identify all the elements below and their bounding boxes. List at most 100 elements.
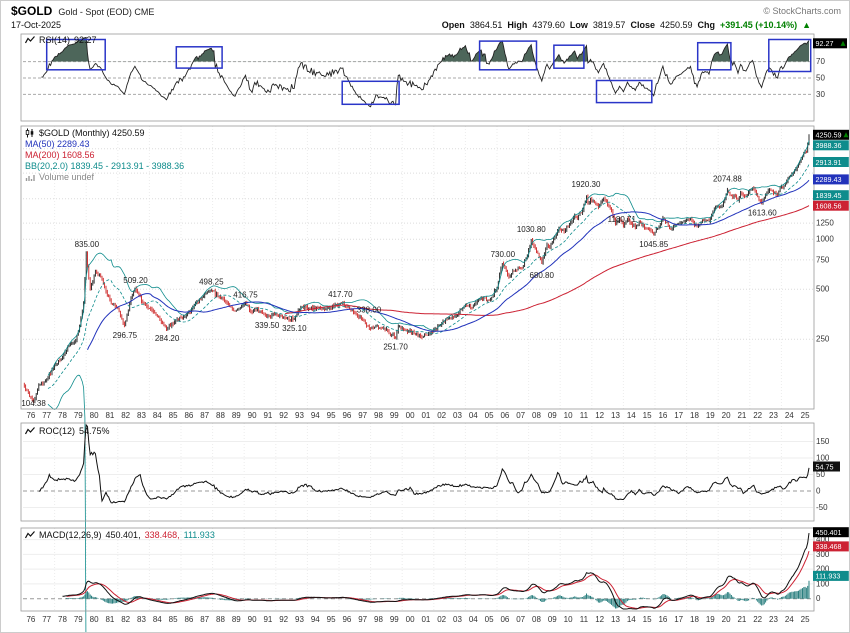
year-label: 90 bbox=[248, 615, 257, 624]
axis-value-box-bg bbox=[813, 527, 849, 538]
rsi-highlight-box bbox=[696, 41, 732, 71]
year-label: 86 bbox=[184, 615, 193, 624]
year-label: 87 bbox=[200, 411, 209, 420]
axis-value-box-text: 450.401 bbox=[816, 528, 842, 537]
year-label: 80 bbox=[90, 615, 99, 624]
macd-value-signal: 338.468, bbox=[144, 530, 180, 540]
year-label: 15 bbox=[643, 615, 652, 624]
year-label: 78 bbox=[58, 615, 67, 624]
axis-value-box-text: 1839.45 bbox=[816, 191, 842, 200]
year-label: 91 bbox=[263, 411, 272, 420]
macd-axis-label: 200 bbox=[816, 565, 830, 574]
macd-label: MACD(12,26,9) bbox=[39, 530, 102, 540]
rsi-panel bbox=[41, 36, 812, 108]
price-annotation: 325.10 bbox=[282, 324, 307, 333]
price-annotation: 339.50 bbox=[255, 321, 280, 330]
open-label: Open bbox=[441, 20, 465, 30]
high-value: 4379.60 bbox=[532, 20, 565, 30]
year-label: 22 bbox=[753, 411, 762, 420]
x-axis: 76 76 77 77 78 78 79 79 80 80 81 81 82 82 83 83 84 84 85 85… bbox=[26, 411, 810, 624]
candles-up bbox=[34, 134, 810, 404]
price-annotation: 1180.71 bbox=[608, 215, 637, 224]
year-label: 99 bbox=[390, 615, 399, 624]
year-label: 82 bbox=[121, 411, 130, 420]
axis-value-box: 1839.45 bbox=[813, 190, 849, 201]
year-label: 03 bbox=[453, 615, 462, 624]
rsi-value: 92.27 bbox=[74, 35, 97, 45]
axis-value-box-text: 1608.56 bbox=[816, 202, 842, 211]
price-legend-symbol: $GOLD (Monthly) 4250.59 bbox=[25, 128, 145, 138]
macd-axis-label: 400 bbox=[816, 535, 830, 544]
year-label: 25 bbox=[801, 615, 810, 624]
macd-panel-border bbox=[20, 527, 815, 612]
axis-value-box-bg bbox=[813, 140, 849, 151]
year-label: 20 bbox=[722, 615, 731, 624]
rsi-panel-border bbox=[20, 33, 815, 122]
year-label: 92 bbox=[279, 615, 288, 624]
bollinger-legend: BB(20,2.0) 1839.45 - 2913.91 - 3988.36 bbox=[25, 161, 184, 171]
price-annotation: 680.80 bbox=[529, 271, 554, 280]
year-label: 10 bbox=[564, 615, 573, 624]
year-label: 77 bbox=[42, 411, 51, 420]
up-arrow-icon bbox=[843, 132, 849, 138]
ma50-legend: MA(50) 2289.43 bbox=[25, 139, 90, 149]
macd-axis-label: 0 bbox=[816, 594, 821, 603]
roc-axis-label: -50 bbox=[816, 503, 828, 512]
year-label: 88 bbox=[216, 615, 225, 624]
year-label: 18 bbox=[690, 411, 699, 420]
year-label: 84 bbox=[153, 411, 162, 420]
year-label: 91 bbox=[263, 615, 272, 624]
rsi-highlight-box bbox=[478, 40, 538, 71]
year-label: 21 bbox=[737, 615, 746, 624]
macd-signal-line bbox=[66, 550, 810, 610]
ma200-legend-text: MA(200) 1608.56 bbox=[25, 150, 95, 160]
year-label: 16 bbox=[658, 411, 667, 420]
stockcharts-credit[interactable]: © StockCharts.com bbox=[763, 6, 841, 16]
price-annotation: 416.75 bbox=[233, 290, 258, 299]
macd-value-line: 450.401, bbox=[105, 530, 141, 540]
year-label: 24 bbox=[785, 615, 794, 624]
bollinger-middle bbox=[47, 164, 810, 389]
volume-bars-icon bbox=[25, 172, 35, 182]
year-label: 14 bbox=[627, 411, 636, 420]
axis-value-box: 2913.91 bbox=[813, 157, 849, 167]
open-value: 3864.51 bbox=[469, 20, 503, 30]
axis-value-box-bg bbox=[813, 174, 849, 185]
roc-value: 54.75% bbox=[79, 426, 110, 436]
year-label: 10 bbox=[564, 411, 573, 420]
roc-axis-label: 0 bbox=[816, 486, 821, 495]
year-label: 94 bbox=[311, 411, 320, 420]
year-label: 23 bbox=[769, 615, 778, 624]
year-label: 85 bbox=[169, 615, 178, 624]
price-annotation: 730.00 bbox=[491, 250, 516, 259]
bollinger-upper bbox=[47, 140, 810, 376]
price-axis-label: 1000 bbox=[816, 235, 834, 244]
roc-panel-border bbox=[20, 422, 815, 522]
axis-value-box: 54.75 bbox=[813, 461, 840, 472]
macd-histogram bbox=[66, 580, 810, 609]
title-row: $GOLD Gold - Spot (EOD) CME bbox=[11, 4, 154, 18]
year-label: 14 bbox=[627, 615, 636, 624]
year-label: 08 bbox=[532, 411, 541, 420]
axis-value-box: 3988.36 bbox=[813, 140, 849, 151]
change-value: +391.45 (+10.14%) bbox=[720, 20, 798, 30]
year-label: 97 bbox=[358, 615, 367, 624]
price-annotation: 338.00 bbox=[357, 305, 382, 314]
axis-value-box: 2289.43 bbox=[813, 174, 849, 185]
year-label: 05 bbox=[485, 411, 494, 420]
roc-axis-label: 50 bbox=[816, 470, 825, 479]
up-arrow-icon bbox=[840, 40, 846, 46]
year-label: 79 bbox=[74, 615, 83, 624]
year-label: 13 bbox=[611, 411, 620, 420]
year-label: 96 bbox=[342, 615, 351, 624]
rsi-overbought-fill bbox=[41, 37, 809, 62]
bollinger-legend-text: BB(20,2.0) 1839.45 - 2913.91 - 3988.36 bbox=[25, 161, 185, 171]
macd-axis-label: 300 bbox=[816, 550, 830, 559]
axis-value-box-bg bbox=[813, 190, 849, 201]
axis-value-box-text: 338.468 bbox=[816, 542, 842, 551]
change-label: Chg bbox=[697, 20, 716, 30]
ma50-line bbox=[87, 179, 810, 351]
symbol-description: Gold - Spot (EOD) CME bbox=[58, 7, 155, 17]
rsi-highlight-box bbox=[768, 38, 812, 73]
